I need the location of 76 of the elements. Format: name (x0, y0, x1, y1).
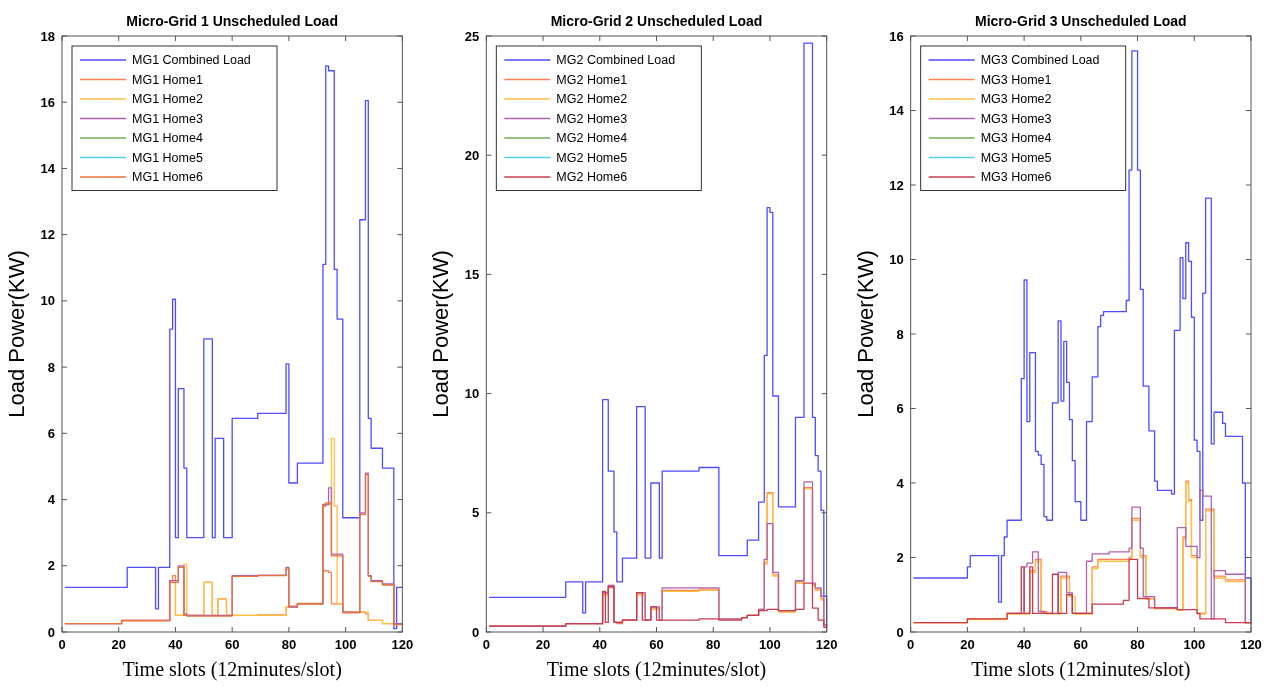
legend-label: MG3 Combined Load (980, 53, 1100, 68)
y-tick-label: 2 (47, 558, 55, 574)
x-axis-title: Time slots (12minutes/slot) (971, 658, 1191, 681)
legend-label: MG3 Home2 (980, 92, 1052, 107)
y-tick-label: 16 (889, 28, 904, 44)
y-tick-label: 0 (896, 624, 904, 640)
y-tick-label: 4 (47, 492, 56, 508)
y-axis-title: Load Power(KW) (4, 250, 29, 418)
x-tick-label: 40 (1016, 637, 1032, 652)
y-tick-label: 16 (40, 94, 55, 110)
legend-label: MG3 Home5 (980, 150, 1052, 165)
legend-label: MG1 Home6 (132, 170, 203, 185)
legend-label: MG1 Home3 (132, 111, 203, 126)
y-tick-label: 0 (472, 624, 480, 640)
x-tick-label: 0 (907, 637, 915, 652)
x-tick-label: 100 (759, 637, 781, 652)
x-axis-title: Time slots (12minutes/slot) (546, 658, 767, 681)
legend-label: MG3 Home1 (980, 72, 1052, 87)
legend-label: MG3 Home4 (980, 131, 1052, 146)
y-tick-label: 25 (464, 28, 480, 44)
x-tick-label: 120 (391, 637, 414, 652)
x-tick-label: 120 (815, 637, 838, 652)
x-tick-label: 120 (1240, 637, 1262, 652)
legend-label: MG2 Home3 (556, 111, 628, 126)
chart-title: Micro-Grid 3 Unscheduled Load (975, 13, 1187, 29)
y-axis-title: Load Power(KW) (428, 250, 454, 418)
y-tick-label: 10 (40, 293, 55, 309)
x-tick-label: 0 (58, 637, 66, 652)
legend-label: MG2 Home2 (556, 92, 628, 107)
legend-label: MG2 Home6 (556, 170, 628, 185)
legend-label: MG1 Home1 (132, 72, 203, 87)
x-tick-label: 20 (535, 637, 551, 652)
y-tick-label: 5 (472, 505, 480, 521)
chart-title: Micro-Grid 2 Unscheduled Load (550, 13, 763, 29)
legend-label: MG3 Home3 (980, 111, 1052, 126)
x-tick-label: 80 (705, 637, 721, 652)
y-tick-label: 14 (40, 160, 56, 176)
y-tick-label: 14 (889, 103, 905, 119)
x-tick-label: 60 (1073, 637, 1089, 652)
x-tick-label: 100 (334, 637, 357, 652)
legend-label: MG1 Home5 (132, 150, 203, 165)
x-tick-label: 100 (1183, 637, 1206, 652)
legend-label: MG1 Home2 (132, 92, 203, 107)
x-tick-label: 40 (168, 637, 183, 652)
y-tick-label: 20 (464, 147, 480, 163)
y-tick-label: 6 (47, 425, 55, 441)
y-axis-title: Load Power(KW) (852, 250, 878, 418)
chart-title: Micro-Grid 1 Unscheduled Load (126, 13, 338, 29)
x-axis-title: Time slots (12minutes/slot) (122, 658, 342, 681)
y-tick-label: 18 (40, 28, 55, 44)
y-tick-label: 12 (40, 227, 55, 243)
x-tick-label: 60 (224, 637, 240, 652)
x-tick-label: 20 (111, 637, 126, 652)
x-tick-label: 60 (649, 637, 664, 652)
y-tick-label: 4 (896, 475, 905, 491)
y-tick-label: 12 (889, 177, 904, 193)
legend-label: MG1 Combined Load (132, 53, 251, 68)
x-tick-label: 20 (960, 637, 975, 652)
x-tick-label: 80 (281, 637, 297, 652)
y-tick-label: 10 (464, 386, 480, 402)
y-tick-label: 0 (47, 624, 55, 640)
y-tick-label: 8 (47, 359, 55, 375)
legend-label: MG2 Combined Load (556, 53, 676, 68)
x-tick-label: 80 (1130, 637, 1145, 652)
y-tick-label: 8 (896, 326, 904, 342)
legend-label: MG2 Home5 (556, 150, 628, 165)
legend-label: MG1 Home4 (132, 131, 203, 146)
y-tick-label: 10 (889, 252, 904, 268)
legend-label: MG2 Home1 (556, 72, 628, 87)
x-tick-label: 40 (592, 637, 608, 652)
legend-label: MG3 Home6 (980, 170, 1052, 185)
y-tick-label: 6 (896, 401, 904, 417)
x-tick-label: 0 (482, 637, 490, 652)
y-tick-label: 15 (464, 266, 480, 282)
y-tick-label: 2 (896, 550, 904, 566)
legend-label: MG2 Home4 (556, 131, 628, 146)
